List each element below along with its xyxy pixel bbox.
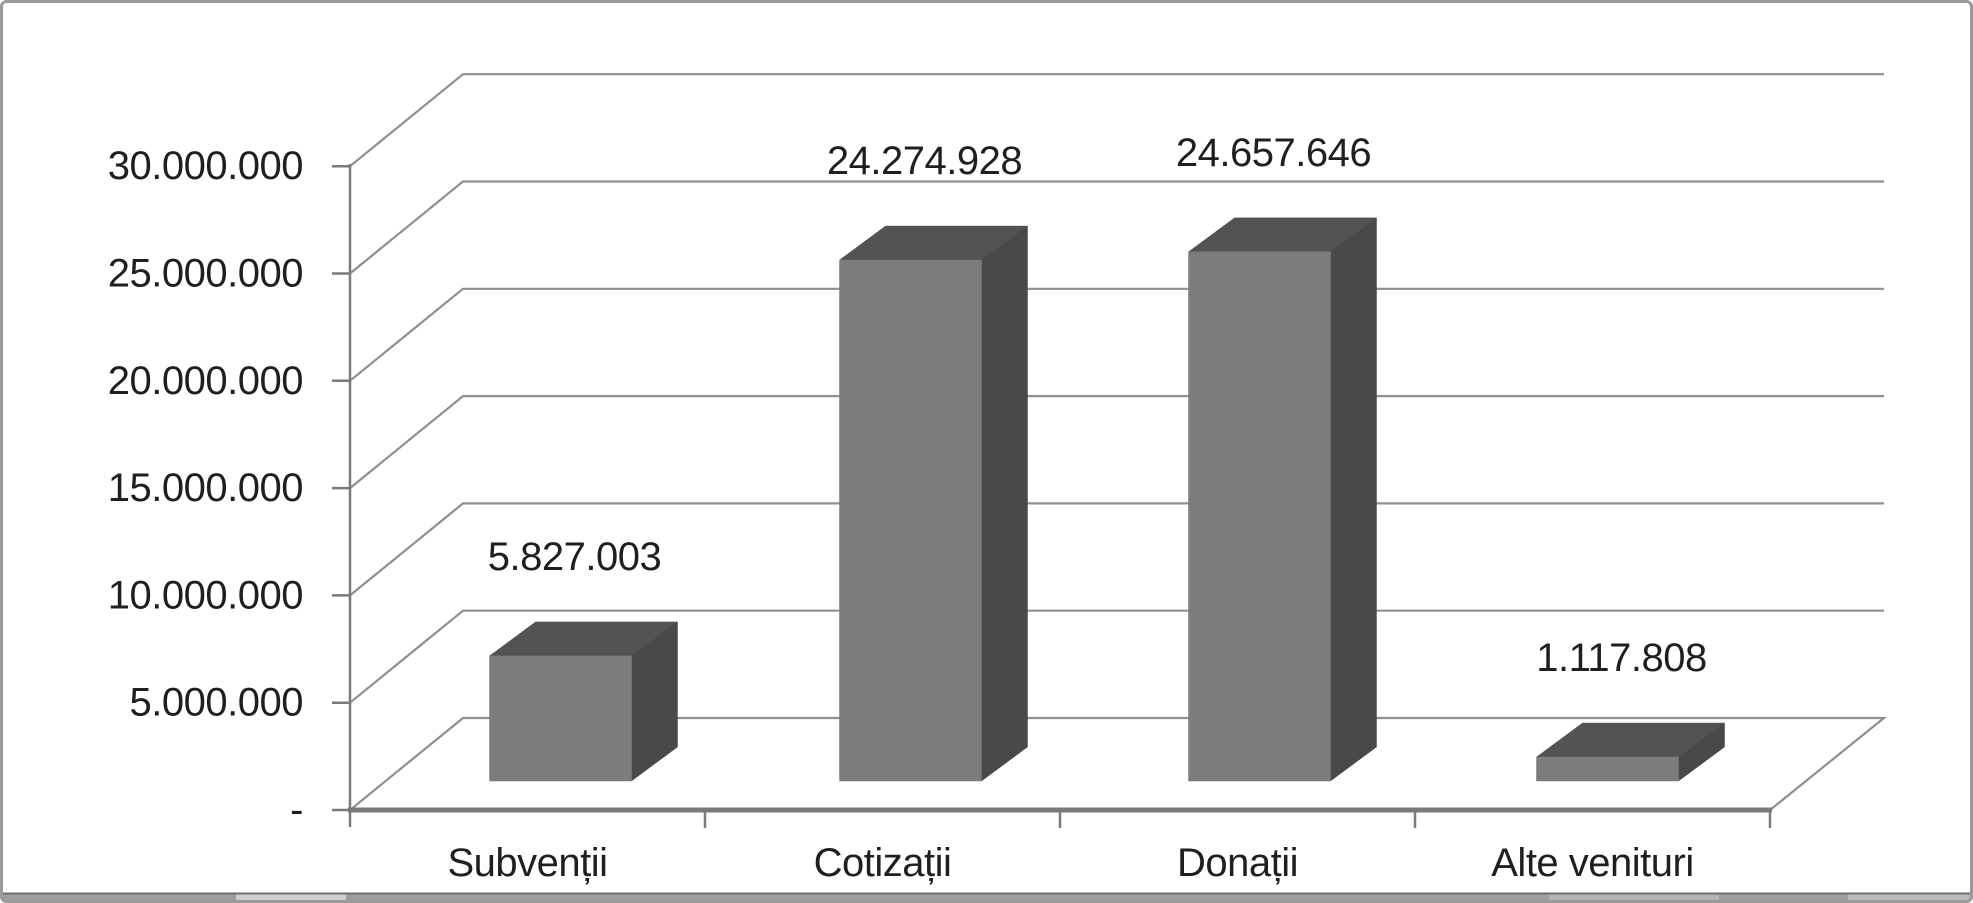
y-tick-label: 10.000.000 bbox=[108, 573, 303, 617]
bar-front-face bbox=[489, 655, 632, 782]
y-tick-label: 30.000.000 bbox=[108, 144, 303, 188]
y-tick-label: 15.000.000 bbox=[108, 466, 303, 510]
gridline bbox=[349, 609, 1884, 704]
y-tick-label: - bbox=[290, 788, 303, 832]
gridline bbox=[349, 73, 1884, 168]
bar-data-label: 24.274.928 bbox=[827, 139, 1022, 183]
y-tick-label: 25.000.000 bbox=[108, 252, 303, 296]
y-tick-label: 5.000.000 bbox=[130, 681, 303, 725]
gridline bbox=[349, 502, 1884, 597]
bar-side-face bbox=[981, 225, 1028, 782]
bottom-strip-segment bbox=[1549, 894, 1719, 902]
category-label: Subvenții bbox=[447, 841, 607, 885]
gridline bbox=[349, 395, 1884, 489]
bar-front-face bbox=[839, 259, 982, 782]
category-label: Donații bbox=[1177, 841, 1298, 885]
bottom-strip-segment bbox=[1848, 894, 1970, 902]
bar-data-label: 1.117.808 bbox=[1536, 636, 1706, 680]
gridline bbox=[349, 287, 1884, 382]
y-tick-label: 20.000.000 bbox=[108, 359, 303, 403]
category-label: Alte venituri bbox=[1491, 841, 1693, 885]
bar-front-face bbox=[1188, 251, 1331, 782]
bottom-strip-segment bbox=[236, 894, 346, 902]
bar-side-face bbox=[1330, 217, 1377, 782]
bottom-strip bbox=[3, 894, 1970, 902]
category-label: Cotizații bbox=[814, 841, 952, 885]
bar-front-face bbox=[1536, 756, 1679, 782]
gridline bbox=[349, 180, 1884, 275]
bar-data-label: 5.827.003 bbox=[488, 535, 661, 579]
bar-data-label: 24.657.646 bbox=[1176, 131, 1371, 175]
